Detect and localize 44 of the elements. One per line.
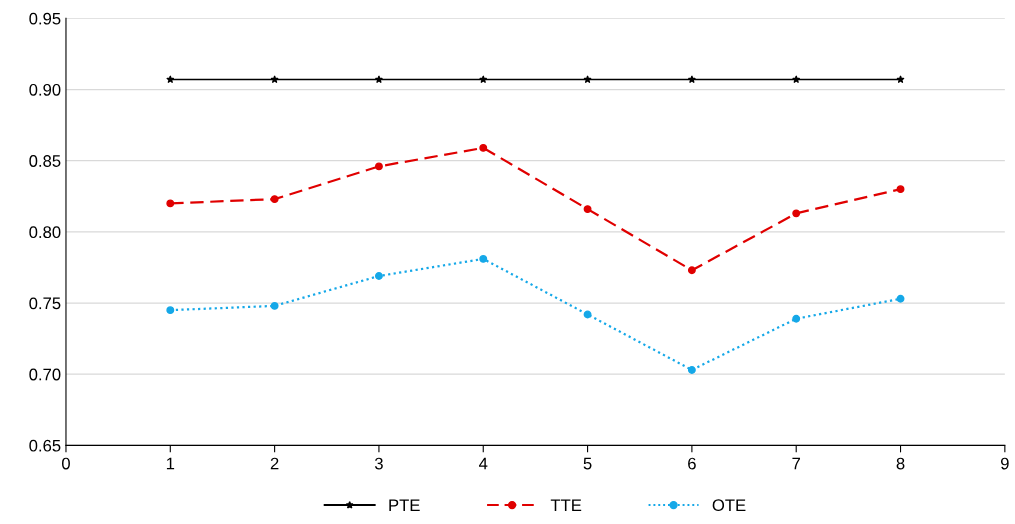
y-tick-label: 0.85 (29, 155, 61, 167)
x-tick-label: 1 (166, 457, 175, 470)
point (270, 75, 279, 83)
x-tick-label: 4 (479, 457, 488, 470)
legend-label: PTE (389, 499, 420, 511)
x-tick-label: 9 (1001, 457, 1009, 470)
y-tick-label: 0.80 (29, 226, 61, 239)
point (479, 75, 488, 83)
point (166, 75, 175, 83)
point (687, 366, 696, 374)
point (583, 75, 592, 83)
point (792, 209, 801, 218)
y-tick-label: 0.75 (29, 297, 61, 310)
x-tick-label: 2 (270, 457, 279, 470)
y-tick-label: 0.90 (29, 83, 61, 96)
point (374, 272, 383, 280)
x-tick-label: 0 (61, 457, 70, 470)
x-tick-label: 8 (896, 457, 905, 470)
point (896, 75, 905, 83)
point (270, 195, 279, 204)
x-tick-label: 7 (792, 457, 801, 470)
point (792, 314, 801, 323)
point (687, 266, 696, 275)
y-tick-label: 0.95 (29, 12, 61, 25)
point (583, 205, 592, 214)
point (166, 306, 175, 315)
point (792, 75, 801, 83)
x-tick-label: 6 (688, 457, 696, 470)
legend-label: TTE (550, 499, 582, 511)
x-tick-label: 3 (374, 457, 383, 470)
point (479, 254, 488, 263)
point (896, 185, 905, 194)
y-tick-label: 0.65 (29, 439, 61, 452)
point (166, 199, 175, 208)
x-tick-label: 5 (583, 457, 592, 470)
point (374, 162, 383, 171)
point (270, 301, 279, 310)
point (479, 143, 488, 152)
point (896, 294, 905, 303)
legend-label: OTE (712, 499, 746, 512)
point (583, 310, 592, 319)
point (375, 75, 383, 83)
y-tick-label: 0.70 (29, 368, 61, 381)
point (688, 75, 696, 83)
